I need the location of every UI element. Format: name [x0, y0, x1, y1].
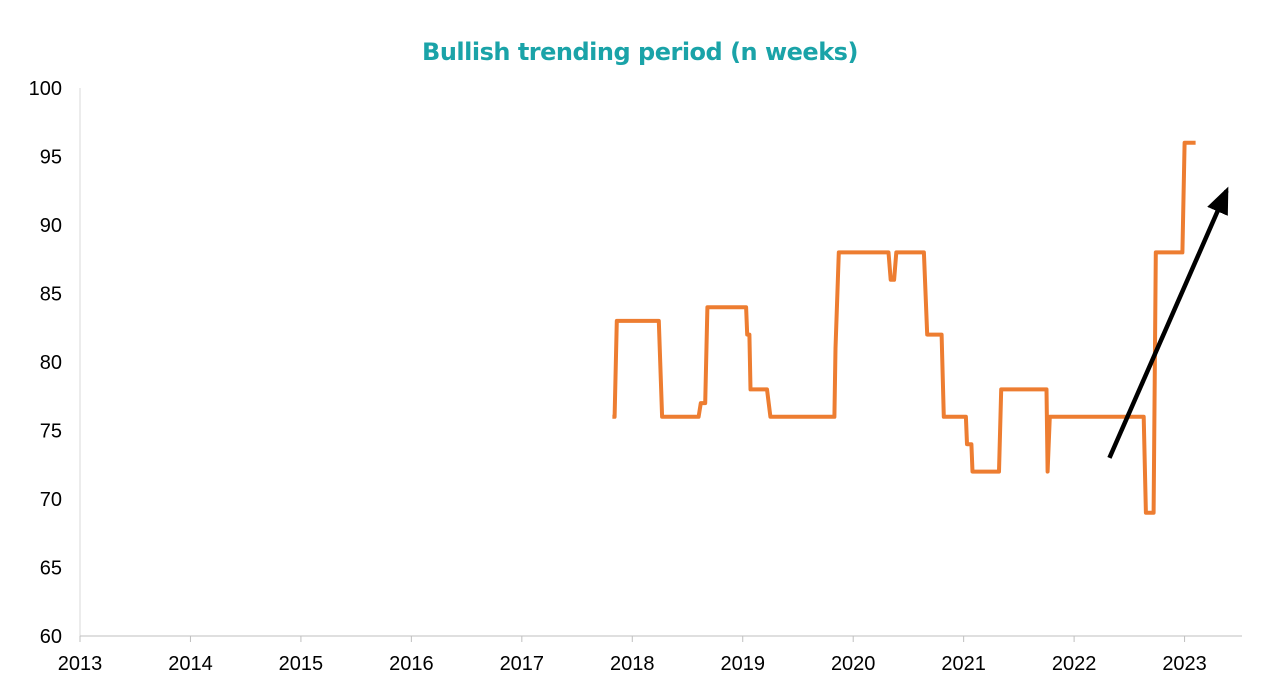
series-line [612, 140, 1196, 515]
x-tick-label: 2016 [389, 653, 434, 675]
x-tick-label: 2023 [1162, 653, 1207, 675]
x-tick-label: 2013 [58, 653, 103, 675]
x-tick-label: 2018 [610, 653, 655, 675]
trend-arrow [1107, 186, 1229, 459]
x-tick-label: 2019 [720, 653, 765, 675]
x-tick-label: 2021 [941, 653, 986, 675]
y-tick-label: 70 [40, 489, 62, 511]
x-tick-label: 2015 [279, 653, 324, 675]
chart-title: Bullish trending period (n weeks) [422, 38, 858, 66]
y-tick-label: 60 [40, 626, 62, 648]
y-tick-label: 90 [40, 215, 62, 237]
x-tick-label: 2022 [1052, 653, 1097, 675]
y-tick-label: 100 [29, 78, 62, 100]
x-tick-label: 2014 [168, 653, 213, 675]
x-tick-label: 2020 [831, 653, 876, 675]
y-tick-label: 75 [40, 421, 62, 443]
y-tick-label: 85 [40, 284, 62, 306]
y-tick-label: 95 [40, 147, 62, 169]
y-tick-label: 65 [40, 558, 62, 580]
y-tick-label: 80 [40, 352, 62, 374]
x-tick-label: 2017 [500, 653, 545, 675]
